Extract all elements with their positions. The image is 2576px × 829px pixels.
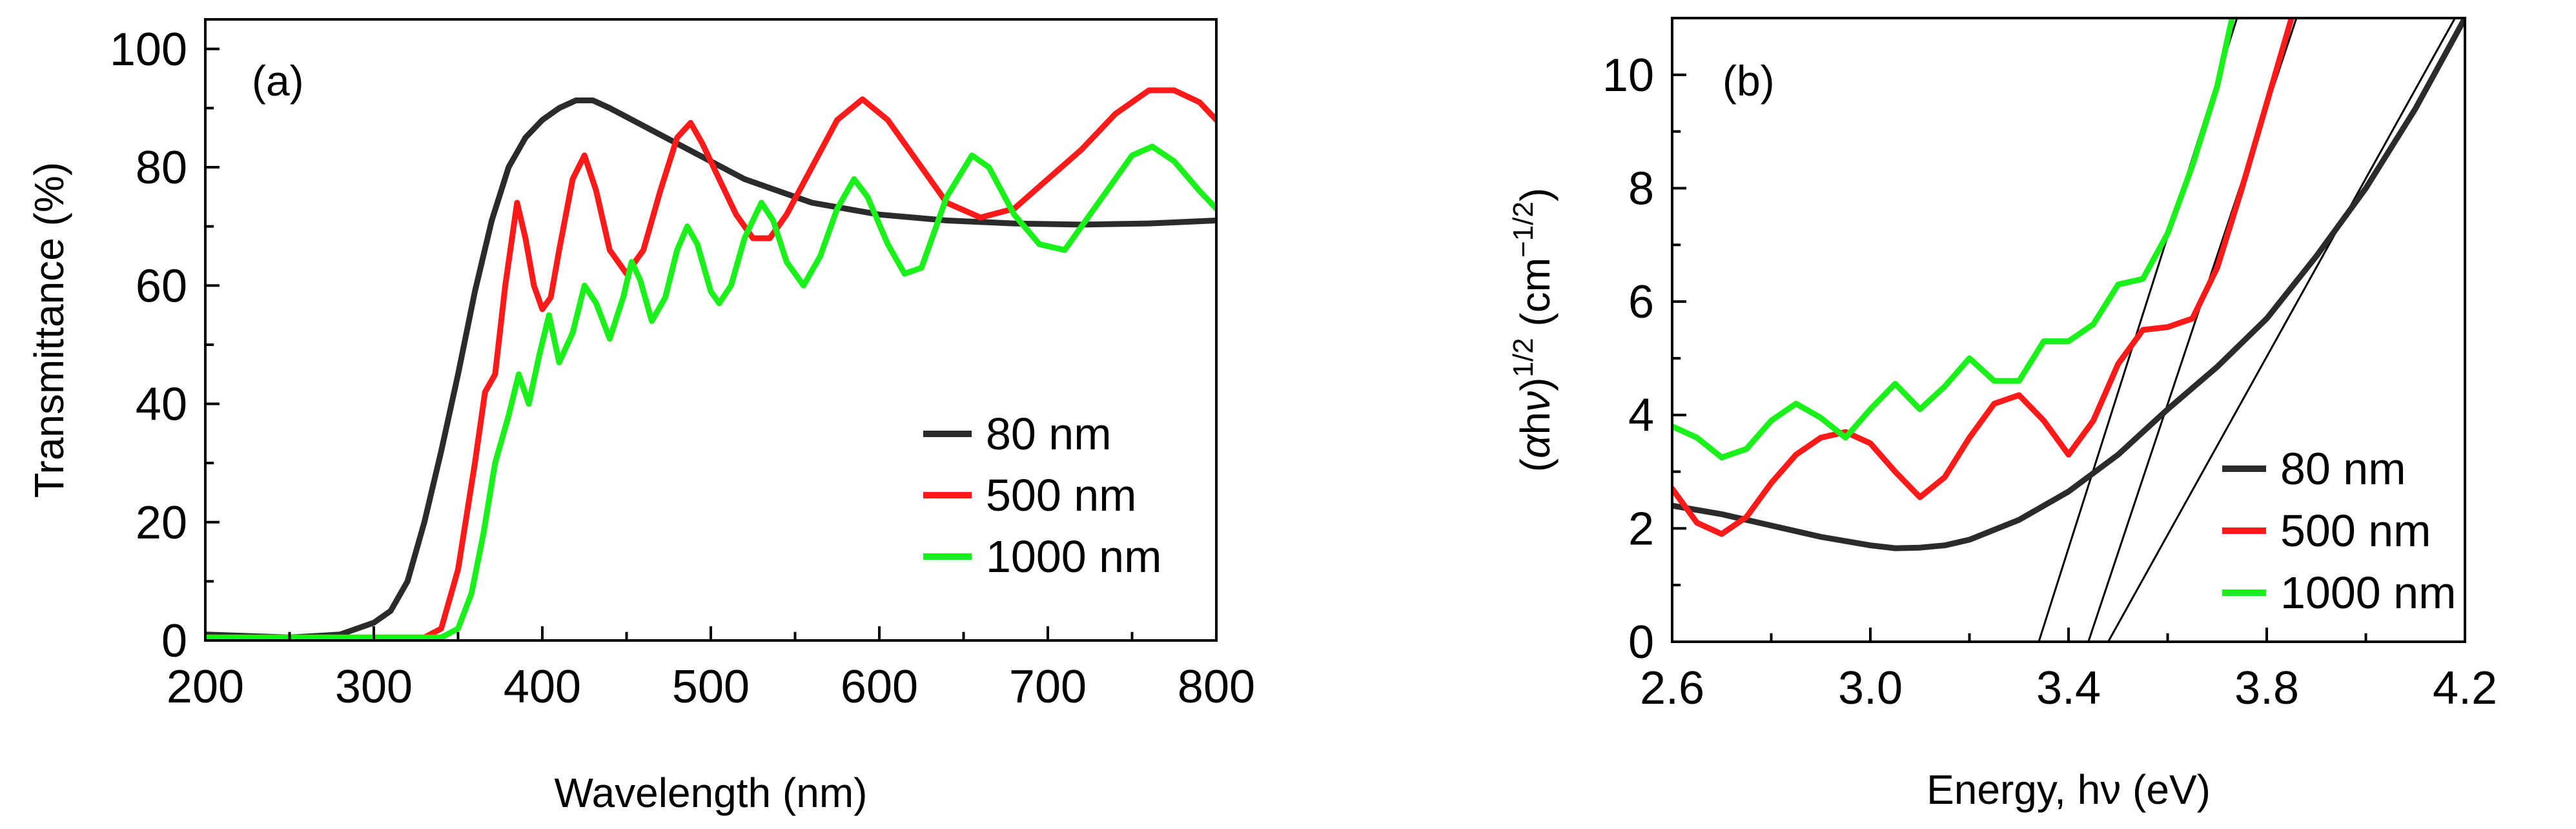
- panel-b-x-tick-label: 2.6: [1640, 662, 1704, 714]
- panel-b-y-tick-label: 2: [1628, 503, 1654, 555]
- panel-b-label: (b): [1722, 57, 1775, 105]
- panel-b-legend-label: 500 nm: [2280, 506, 2431, 556]
- panel-a-x-tick-label: 300: [335, 661, 413, 713]
- panel-a-legend-label: 500 nm: [986, 470, 1136, 520]
- panel-b-fit-line-1: [2107, 18, 2456, 642]
- panel-a-y-tick-label: 40: [136, 379, 187, 431]
- panel-b-series-line-2: [1672, 18, 2295, 537]
- panel-b-y-tick-label: 10: [1602, 50, 1654, 101]
- panel-b-legend-label: 1000 nm: [2280, 568, 2456, 618]
- panel-a-label: (a): [252, 57, 304, 105]
- panel-a-x-tick-label: 400: [504, 661, 581, 713]
- panel-a-series-line-1: [205, 97, 1216, 640]
- panel-b-x-tick-label: 3.0: [1838, 662, 1903, 714]
- panel-a-y-axis-title: Transmittance (%): [26, 162, 72, 498]
- panel-a-plot-area: [205, 87, 1216, 640]
- panel-a-y-tick-label: 60: [136, 260, 187, 312]
- panel-b-x-tick-label: 3.8: [2234, 662, 2299, 714]
- panel-a-legend: 80 nm 500 nm 1000 nm: [923, 409, 1161, 582]
- panel-b-y-tick-label: 4: [1628, 390, 1654, 442]
- panel-a-x-tick-label: 600: [841, 661, 918, 713]
- panel-b-y-tick-label: 8: [1628, 163, 1654, 214]
- panel-b-ticks: 2.6 3.0 3.4 3.8 4.2 0 2 4 6 8 10: [1602, 50, 2497, 714]
- panel-b-x-axis-title: Energy, hν (eV): [1927, 766, 2211, 813]
- panel-a-series: [205, 87, 1216, 640]
- panel-b-legend: 80 nm 500 nm 1000 nm: [2222, 444, 2456, 618]
- panel-b-y-axis-title: (αhν)1/2 (cm−1/2): [1508, 188, 1559, 472]
- panel-a-x-tick-label: 500: [672, 661, 750, 713]
- panel-b-plot-area: [1672, 18, 2465, 642]
- panel-a-y-tick-label: 0: [161, 615, 187, 667]
- panel-b-series-line-1: [1672, 18, 2465, 551]
- panel-b-x-tick-label: 3.4: [2036, 662, 2101, 714]
- panel-a-x-tick-label: 800: [1178, 661, 1255, 713]
- panel-a-x-tick-label: 200: [167, 661, 244, 713]
- panel-a-x-tick-label: 700: [1009, 661, 1087, 713]
- panel-a-y-tick-label: 100: [110, 24, 187, 76]
- panel-a-y-tick-label: 80: [136, 142, 187, 194]
- panel-b-legend-label: 80 nm: [2280, 444, 2406, 494]
- panel-a: 200 300 400 500 600 700 800 0 20 40 60 80 100 (a) Wa…: [26, 18, 1255, 816]
- panel-b-series: [1672, 18, 2465, 642]
- panel-a-legend-label: 1000 nm: [986, 531, 1161, 582]
- panel-b-y-tick-label: 6: [1628, 276, 1654, 328]
- panel-a-legend-label: 80 nm: [986, 409, 1112, 459]
- panel-a-series-line-3: [205, 143, 1216, 640]
- panel-a-y-tick-label: 20: [136, 497, 187, 549]
- panel-a-ticks: 200 300 400 500 600 700 800 0 20 40 60 80 100: [110, 24, 1255, 713]
- panel-b: 2.6 3.0 3.4 3.8 4.2 0 2 4 6 8 10 (b) Energy, hν (e…: [1508, 17, 2497, 813]
- panel-b-x-tick-label: 4.2: [2433, 662, 2497, 714]
- panel-a-x-axis-title: Wavelength (nm): [555, 770, 868, 816]
- panel-b-series-line-3: [1672, 18, 2235, 461]
- panel-b-y-tick-label: 0: [1628, 617, 1654, 668]
